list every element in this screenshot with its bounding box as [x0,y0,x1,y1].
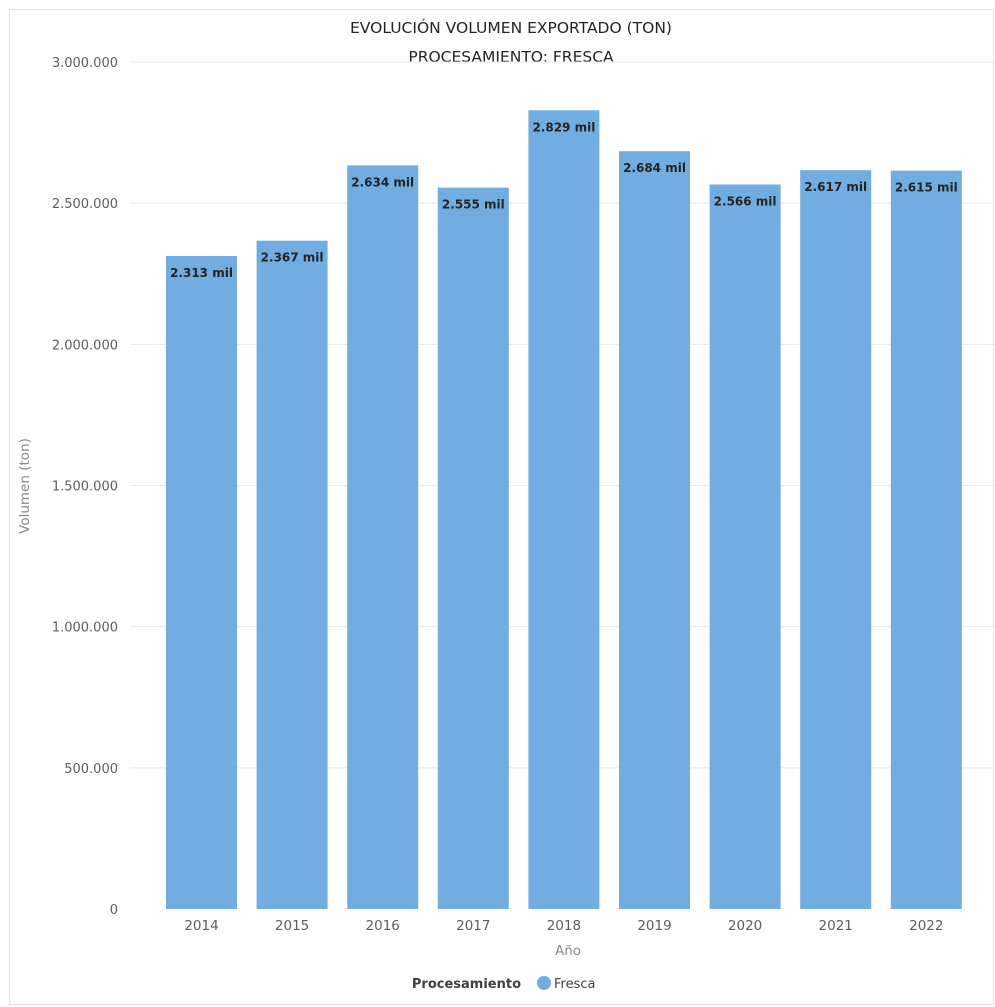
y-tick-label: 3.000.000 [52,56,118,71]
chart-title-line-2: PROCESAMIENTO: FRESCA [408,48,614,66]
x-tick-label-2018: 2018 [547,918,581,934]
bar-2020 [709,184,781,910]
data-label-2015: 2.367 mil [261,251,324,265]
bar-2015 [256,240,328,910]
x-tick-label-2014: 2014 [184,918,218,934]
y-tick-label: 2.500.000 [52,197,118,212]
legend: Procesamiento Fresca [412,976,595,992]
y-axis-ticks: 0 500.000 1.000.000 1.500.000 2.000.000 2.500… [52,56,118,918]
bar-2014 [166,255,237,909]
x-tick-label-2020: 2020 [728,918,762,934]
bar-2016 [347,165,419,910]
y-tick-label: 1.000.000 [52,621,118,636]
y-axis-label: Volumen (ton) [17,438,33,534]
bar-2021 [800,170,872,909]
data-label-2018: 2.829 mil [532,120,595,134]
data-label-2020: 2.566 mil [714,195,777,209]
bar-2018 [528,110,600,910]
x-tick-label-2019: 2019 [637,918,671,934]
bar-2017 [437,187,509,910]
data-label-2014: 2.313 mil [170,266,233,280]
chart-title-line-1: EVOLUCIÓN VOLUMEN EXPORTADO (TON) [350,18,672,37]
x-tick-label-2016: 2016 [366,918,400,934]
data-label-2019: 2.684 mil [623,161,686,175]
x-axis-ticks: 2014 2015 2016 2017 2018 2019 2020 2021 2022 [184,918,943,934]
x-axis-label: Año [555,943,581,959]
y-tick-label: 2.000.000 [52,338,118,353]
data-label-2017: 2.555 mil [442,198,505,212]
y-tick-label: 0 [110,903,118,918]
legend-item-fresca: Fresca [554,977,595,992]
bars [166,110,962,910]
bar-2022 [890,170,962,909]
data-label-2021: 2.617 mil [804,180,867,194]
data-labels: 2.313 mil 2.367 mil 2.634 mil 2.555 mil 2.82… [170,120,958,280]
legend-swatch-fresca [537,976,551,990]
y-tick-label: 1.500.000 [52,480,118,495]
y-tick-label: 500.000 [64,762,118,777]
chart-frame [9,9,994,1005]
x-tick-label-2022: 2022 [909,918,943,934]
bar-2019 [619,151,690,909]
data-label-2016: 2.634 mil [351,175,414,189]
x-tick-label-2015: 2015 [275,918,309,934]
x-tick-label-2021: 2021 [819,918,853,934]
legend-title: Procesamiento [412,977,521,992]
x-tick-label-2017: 2017 [456,918,490,934]
data-label-2022: 2.615 mil [895,181,958,195]
